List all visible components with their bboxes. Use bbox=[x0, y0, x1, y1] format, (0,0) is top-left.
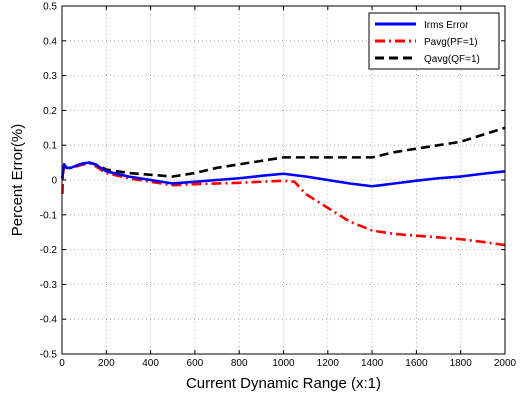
y-tick-label: -0.2 bbox=[40, 245, 58, 256]
series-line-qavg bbox=[61, 126, 506, 179]
y-tick-label: 0.4 bbox=[43, 36, 57, 47]
x-tick-label: 1200 bbox=[317, 358, 340, 369]
x-axis-label: Current Dynamic Range (x:1) bbox=[186, 375, 381, 392]
y-tick-label: 0.3 bbox=[43, 71, 57, 82]
y-tick-labels: 0.5 0.4 0.3 0.2 0.1 0 -0.1 -0.2 -0.3 -0.4 -0.5 bbox=[40, 2, 58, 361]
ticks bbox=[61, 5, 506, 355]
y-tick-label: -0.4 bbox=[40, 315, 58, 326]
y-tick-label: 0 bbox=[51, 176, 57, 187]
series-line-pavg bbox=[61, 162, 506, 247]
x-tick-label: 200 bbox=[98, 358, 115, 369]
x-tick-label: 800 bbox=[231, 358, 248, 369]
y-tick-label: -0.3 bbox=[40, 280, 58, 291]
y-tick-label: 0.5 bbox=[43, 2, 57, 13]
legend-label-irms: Irms Error bbox=[424, 20, 469, 31]
x-tick-label: 2000 bbox=[494, 358, 517, 369]
series-line-irms bbox=[61, 161, 506, 188]
y-axis-label: Percent Error(%) bbox=[9, 124, 26, 237]
y-tick-label: 0.1 bbox=[43, 141, 57, 152]
legend: Irms Error Pavg(PF=1) Qavg(QF=1) bbox=[368, 12, 500, 70]
legend-label-qavg: Qavg(QF=1) bbox=[424, 54, 480, 65]
y-tick-label: -0.1 bbox=[40, 210, 58, 221]
y-tick-label: 0.2 bbox=[43, 106, 57, 117]
x-tick-label: 1000 bbox=[272, 358, 295, 369]
series-layer bbox=[61, 126, 506, 247]
x-tick-labels: 0 200 400 600 800 1000 1200 1400 1600 1800 2000 bbox=[59, 358, 516, 369]
legend-label-pavg: Pavg(PF=1) bbox=[424, 37, 478, 48]
x-tick-label: 0 bbox=[59, 358, 65, 369]
x-tick-label: 600 bbox=[187, 358, 204, 369]
x-tick-label: 1400 bbox=[361, 358, 384, 369]
y-tick-label: -0.5 bbox=[40, 350, 58, 361]
x-tick-label: 1600 bbox=[405, 358, 428, 369]
x-tick-label: 1800 bbox=[450, 358, 473, 369]
x-tick-label: 400 bbox=[142, 358, 159, 369]
